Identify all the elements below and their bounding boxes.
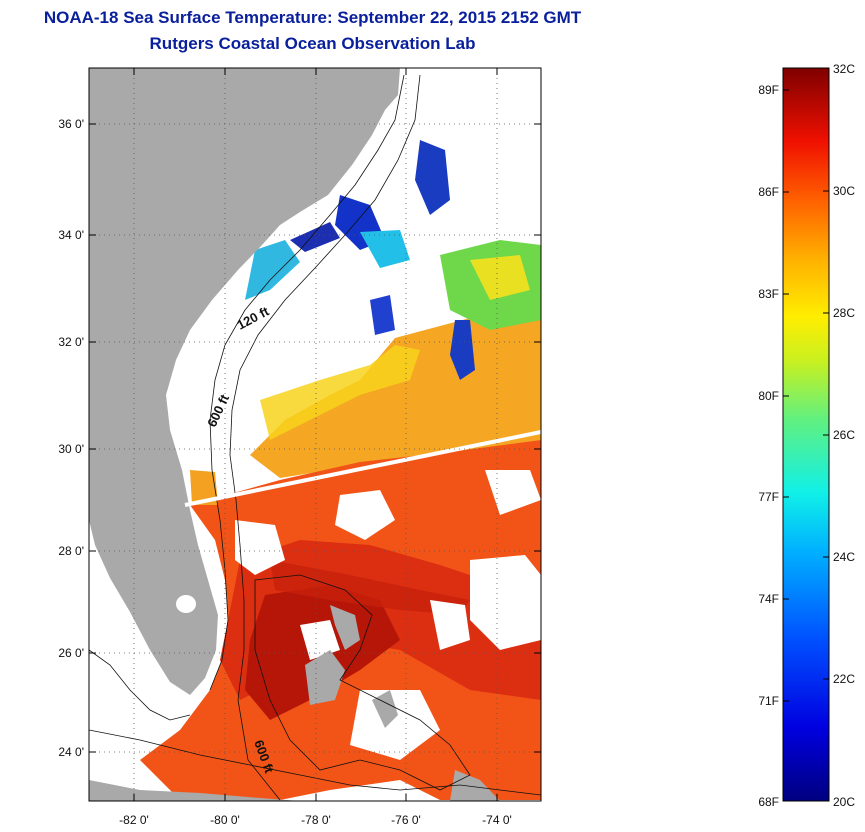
lon-label: -78 0' — [301, 813, 331, 827]
contour-600ft — [229, 74, 421, 801]
colorbar-f-label: 86F — [758, 185, 779, 199]
colorbar-f-label: 89F — [758, 83, 779, 97]
sst-cyan-coastal-band — [245, 240, 300, 300]
colorbar-c-label: 30C — [833, 184, 855, 198]
lat-label: 34 0' — [58, 228, 84, 242]
swath-gap-line — [184, 430, 541, 507]
lat-label: 36 0' — [58, 117, 84, 131]
lon-label: -82 0' — [119, 813, 149, 827]
colorbar-c-label: 26C — [833, 428, 855, 442]
colorbar-c-label: 20C — [833, 795, 855, 809]
colorbar-f-label: 77F — [758, 490, 779, 504]
lat-label: 28 0' — [58, 544, 84, 558]
land-cuba — [89, 780, 300, 801]
map-subtitle: Rutgers Coastal Ocean Observation Lab — [149, 34, 476, 53]
lake-okeechobee — [176, 595, 196, 613]
map-frame — [88, 67, 542, 802]
cloud-patch — [335, 490, 395, 540]
sst-blue-coastal-patch — [450, 320, 475, 380]
lon-label: -80 0' — [210, 813, 240, 827]
land-hispaniola-edge — [450, 770, 500, 801]
lat-label: 32 0' — [58, 335, 84, 349]
map-title: NOAA-18 Sea Surface Temperature: Septemb… — [43, 8, 582, 27]
sst-yellow-patch — [470, 255, 530, 300]
contour-120ft — [209, 74, 405, 691]
colorbar-f-label: 68F — [758, 795, 779, 809]
land-bahamas-abaco — [330, 605, 360, 650]
colorbar-f-label: 83F — [758, 287, 779, 301]
lon-label: -74 0' — [482, 813, 512, 827]
cloud-patch — [430, 600, 470, 650]
cloud-patch — [470, 555, 541, 650]
lat-label: 26 0' — [58, 646, 84, 660]
graticule — [89, 68, 541, 801]
colorbar-f-label: 71F — [758, 694, 779, 708]
colorbar-gradient — [782, 67, 830, 802]
colorbar-f-label: 74F — [758, 592, 779, 606]
lat-label: 30 0' — [58, 442, 84, 456]
contour-bahamas — [254, 574, 471, 791]
colorbar: 89F 86F 83F 80F 77F 74F 71F 68F 32C 30C … — [758, 62, 855, 809]
cloud-patch — [485, 470, 541, 515]
contour-cuba-shelf — [89, 729, 541, 796]
axis-ticks — [89, 68, 541, 801]
colorbar-f-label: 80F — [758, 389, 779, 403]
sst-blue-coastal-band — [290, 222, 340, 252]
sst-gulf-stream-core — [270, 560, 470, 615]
colorbar-c-label: 32C — [833, 62, 855, 76]
colorbar-ticks — [783, 89, 829, 702]
lat-label: 24 0' — [58, 745, 84, 759]
colorbar-c-label: 22C — [833, 672, 855, 686]
sst-blue-coastal-patch — [370, 295, 395, 335]
colorbar-c-label: 24C — [833, 550, 855, 564]
sst-orange-patch — [190, 470, 218, 505]
cloud-patch — [350, 690, 440, 760]
contour-gulf-shelf — [89, 649, 191, 721]
land-southeast-us — [89, 68, 400, 695]
cloud-patch — [235, 520, 285, 575]
lon-label: -76 0' — [391, 813, 421, 827]
sst-cyan-patch — [360, 230, 410, 268]
colorbar-c-label: 28C — [833, 306, 855, 320]
sst-yellow-region — [260, 345, 420, 440]
map-area: 120 ft 600 ft 600 ft — [89, 68, 541, 801]
sst-blue-coastal-patch — [415, 140, 450, 215]
land-bahamas-andros — [305, 650, 345, 705]
